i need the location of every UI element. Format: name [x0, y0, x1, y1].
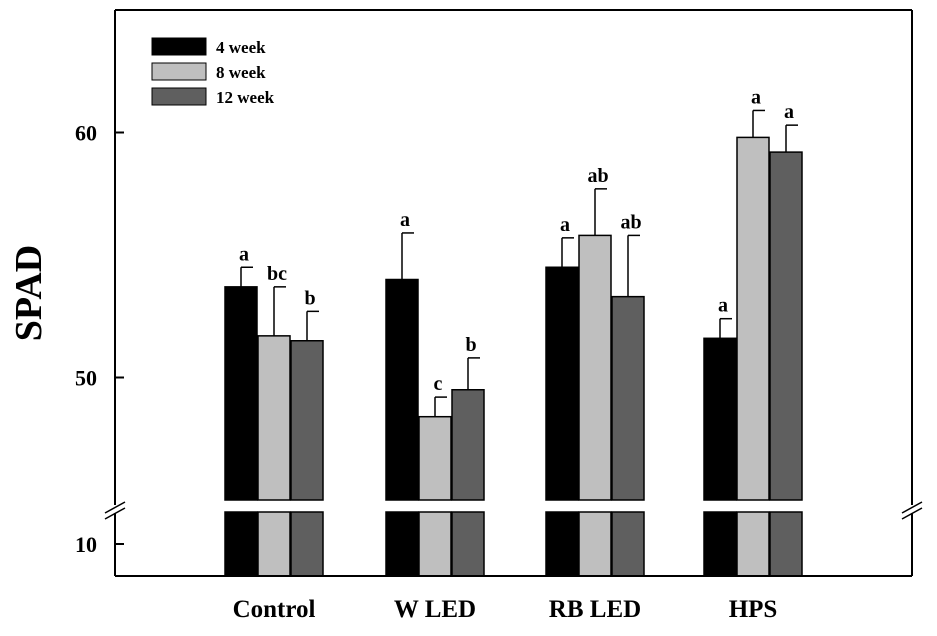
bar: [418, 415, 452, 501]
significance-letter: a: [718, 295, 728, 317]
legend-swatch: [151, 62, 207, 81]
bar-lower-segment: [578, 511, 612, 577]
legend: 4 week 8 week 12 week: [151, 37, 275, 107]
plot-frame: [100, 9, 927, 577]
significance-letter: bc: [267, 263, 287, 285]
bar-group: a: [769, 101, 803, 577]
bar-lower-segment: [611, 511, 645, 577]
bar-lower-segment: [224, 511, 258, 577]
bar: [290, 340, 324, 501]
bar-lower-segment: [290, 511, 324, 577]
bar-group: ab: [578, 165, 612, 577]
axis-break-gap-right: [897, 505, 927, 513]
bar-group: b: [290, 287, 324, 577]
legend-label: 8 week: [216, 63, 266, 82]
bar: [451, 389, 485, 501]
bar-group: a: [703, 295, 737, 577]
axis-break-mark-right-1: [901, 501, 923, 514]
significance-letter: a: [784, 101, 794, 123]
significance-letter: c: [434, 373, 443, 395]
bar: [385, 278, 419, 501]
bar: [736, 136, 770, 501]
bar: [611, 295, 645, 501]
significance-letter: a: [751, 86, 761, 108]
legend-label: 12 week: [216, 88, 275, 107]
bar-group: c: [418, 373, 452, 577]
bar-group: a: [385, 209, 419, 577]
y-tick-label: 50: [75, 366, 97, 391]
bar-group: a: [545, 214, 579, 577]
bar-group: ab: [611, 211, 645, 577]
bar-group: a: [736, 86, 770, 577]
axis-break-gap-left: [100, 505, 130, 513]
bar: [224, 286, 258, 501]
bar: [703, 337, 737, 501]
significance-letter: b: [304, 287, 315, 309]
significance-letter: ab: [620, 211, 641, 233]
bar-group: b: [451, 334, 485, 577]
x-category-label: Control: [233, 596, 316, 623]
bar: [545, 266, 579, 501]
significance-letter: b: [465, 334, 476, 356]
bar: [257, 335, 291, 501]
significance-letter: ab: [587, 165, 608, 187]
legend-swatch: [151, 87, 207, 106]
legend-label: 4 week: [216, 38, 266, 57]
axis-break-mark-left-2: [104, 507, 126, 520]
axis-break-mark-right-2: [901, 507, 923, 520]
significance-letter: a: [400, 209, 410, 231]
x-axis-category-labels: Control W LED RB LED HPS: [233, 596, 778, 623]
legend-swatch: [151, 37, 207, 56]
y-axis-ticks: 10 50 60: [75, 121, 124, 557]
x-category-label: W LED: [394, 596, 476, 623]
bar-lower-segment: [545, 511, 579, 577]
bar-lower-segment: [385, 511, 419, 577]
bar-group: bc: [257, 263, 291, 577]
bar: [578, 234, 612, 501]
axis-break-mark-left-1: [104, 501, 126, 514]
y-axis-label: SPAD: [8, 245, 50, 341]
significance-letter: a: [239, 243, 249, 265]
x-category-label: HPS: [729, 596, 778, 623]
significance-letter: a: [560, 214, 570, 236]
y-tick-label: 60: [75, 121, 97, 146]
x-category-label: RB LED: [549, 596, 641, 623]
bar-lower-segment: [736, 511, 770, 577]
y-tick-label: 10: [75, 532, 97, 557]
bar-lower-segment: [418, 511, 452, 577]
bar-lower-segment: [451, 511, 485, 577]
bar-group: a: [224, 243, 258, 577]
bar-lower-segment: [703, 511, 737, 577]
bar-lower-segment: [257, 511, 291, 577]
bar-lower-segment: [769, 511, 803, 577]
bar: [769, 151, 803, 501]
